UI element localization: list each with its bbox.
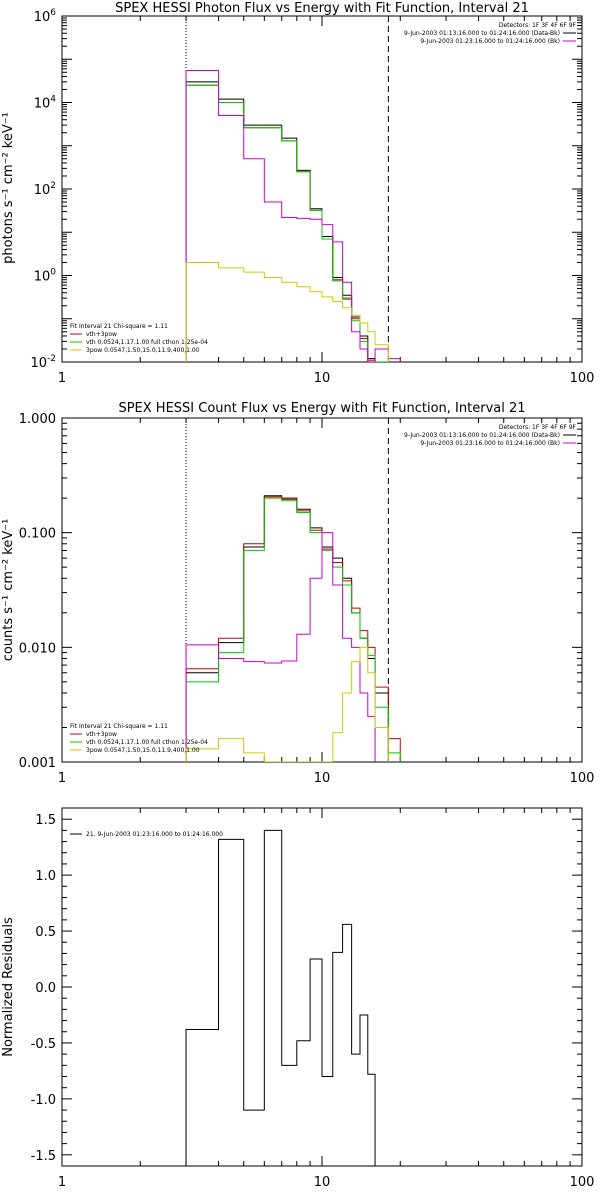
y-tick-label: -1.5 [31,1149,56,1164]
y-tick-label: 102 [34,181,56,198]
y-tick-label: 0.010 [19,641,56,656]
x-tick-label: 1 [58,371,66,386]
plot-frame [61,15,583,363]
data-layer [185,495,401,762]
y-axis-label: Normalized Residuals [1,917,16,1057]
series-line-1 [185,496,401,762]
series-line-3 [185,69,401,362]
y-axis-label: photons s⁻¹ cm⁻² keV⁻¹ [1,112,16,264]
legend-header: Detectors: 1F 3F 4F 6F 9F [499,424,577,431]
legend-entry-label: vth+3pow [86,331,117,338]
y-tick-label: -0.5 [31,1037,56,1052]
legend-entry-label: vth 0.0524,1.17,1.00 full cthon 1.25e-04 [86,339,208,346]
y-tick-label: 106 [34,8,57,25]
legend-entry-label: 21. 9-Jun-2003 01:23:16.000 to 01:24:16.… [86,831,223,838]
x-tick-label: 1 [58,1175,66,1190]
panel-title: SPEX HESSI Count Flux vs Energy with Fit… [118,401,525,416]
y-tick-label: 1.000 [19,412,56,427]
x-tick-label: 1 [58,771,66,786]
series-line-2 [185,497,401,762]
y-tick-label: 0.001 [19,756,56,771]
x-tick-label: 10 [314,1175,331,1190]
x-tick-label: 10 [314,771,331,786]
plot-frame [61,417,583,763]
legend-entry-label: vth+3pow [86,731,117,738]
series-line-0 [185,81,376,362]
panel-photon-flux: SPEX HESSI Photon Flux vs Energy with Fi… [1,1,594,386]
y-tick-label: -1.0 [31,1093,56,1108]
legend-entry-label: 3pow 0.0547,1.50,15.0,11.9,400,1.00 [86,347,200,354]
data-layer [185,829,376,1166]
panel-title: SPEX HESSI Photon Flux vs Energy with Fi… [115,1,529,16]
data-layer [185,69,401,362]
x-tick-label: 100 [570,771,595,786]
series-line-4 [185,261,389,362]
y-tick-label: 1.0 [35,869,56,884]
y-tick-label: 104 [34,95,57,112]
y-tick-label: 1.5 [35,813,56,828]
series-line-3 [185,532,376,762]
panel-count-flux: SPEX HESSI Count Flux vs Energy with Fit… [1,401,594,786]
series-line-0 [185,829,376,1166]
y-tick-label: 0.100 [19,527,56,542]
legend-entry-label: 9-Jun-2003 01:23:16.000 to 01:24:16.000 … [420,38,560,45]
series-line-2 [185,84,389,362]
legend-entry-label: 3pow 0.0547,1.50,15.0,11.9,400,1.00 [86,747,200,754]
series-line-4 [185,646,389,762]
legend-entry-label: vth 0.0524,1.17,1.00 full cthon 1.25e-04 [86,739,208,746]
legend-entry-label: 9-Jun-2003 01:13:16.000 to 01:24:16.000 … [404,30,560,37]
legend-entry-label: 9-Jun-2003 01:13:16.000 to 01:24:16.000 … [404,432,560,439]
x-tick-label: 100 [570,1175,595,1190]
legend-entry-label: 9-Jun-2003 01:23:16.000 to 01:24:16.000 … [420,440,560,447]
legend-header: Fit Interval 21 Chi-square = 1.11 [70,323,168,330]
legend-header: Detectors: 1F 3F 4F 6F 9F [499,22,577,29]
x-tick-label: 100 [570,371,595,386]
y-tick-label: 0.5 [35,925,56,940]
y-tick-label: 10-2 [30,354,56,371]
y-axis-label: counts s⁻¹ cm⁻² keV⁻¹ [1,519,16,662]
y-tick-label: 0.0 [35,981,56,996]
series-line-0 [185,495,389,762]
legend-header: Fit Interval 21 Chi-square = 1.11 [70,723,168,730]
panel-residuals: Normalized Residuals 1 10 100 1.5 1.0 0.5 0.0 -… [1,807,595,1190]
y-tick-label: 100 [34,268,57,285]
x-tick-label: 10 [314,371,331,386]
